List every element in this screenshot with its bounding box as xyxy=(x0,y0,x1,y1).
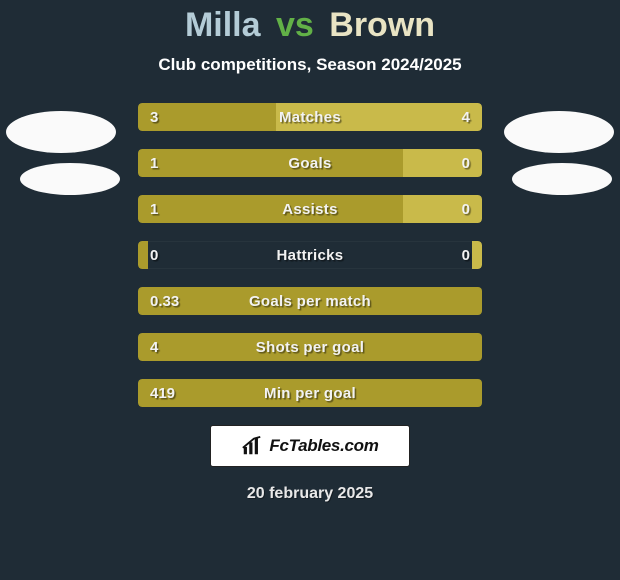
player1-name: Milla xyxy=(185,6,261,44)
stat-label: Goals per match xyxy=(138,287,482,315)
stats-arena: Matches34Goals10Assists10Hattricks00Goal… xyxy=(0,103,620,407)
stat-value-right: 4 xyxy=(462,103,470,131)
stat-bars: Matches34Goals10Assists10Hattricks00Goal… xyxy=(138,103,482,407)
stat-row: Goals per match0.33 xyxy=(138,287,482,315)
stat-value-right: 0 xyxy=(462,195,470,223)
source-badge: FcTables.com xyxy=(210,425,410,467)
comparison-card: Milla vs Brown Club competitions, Season… xyxy=(0,0,620,580)
stat-label: Assists xyxy=(138,195,482,223)
stat-value-left: 4 xyxy=(150,333,158,361)
stat-value-left: 1 xyxy=(150,149,158,177)
stat-label: Goals xyxy=(138,149,482,177)
stat-row: Min per goal419 xyxy=(138,379,482,407)
title: Milla vs Brown xyxy=(0,6,620,45)
stat-row: Assists1 0 xyxy=(138,195,482,223)
stat-row: Hattricks0 0 xyxy=(138,241,482,269)
chart-icon xyxy=(241,435,263,457)
stat-row: Matches3 4 xyxy=(138,103,482,131)
stat-label: Min per goal xyxy=(138,379,482,407)
stat-value-right: 0 xyxy=(462,241,470,269)
stat-value-right: 0 xyxy=(462,149,470,177)
player1-avatar xyxy=(6,111,116,153)
player2-club-avatar xyxy=(512,163,612,195)
source-text: FcTables.com xyxy=(269,436,378,456)
stat-label: Hattricks xyxy=(138,241,482,269)
stat-label: Shots per goal xyxy=(138,333,482,361)
player2-avatar xyxy=(504,111,614,153)
stat-row: Shots per goal4 xyxy=(138,333,482,361)
stat-row: Goals1 0 xyxy=(138,149,482,177)
subtitle: Club competitions, Season 2024/2025 xyxy=(0,55,620,75)
stat-value-left: 3 xyxy=(150,103,158,131)
date-label: 20 february 2025 xyxy=(0,485,620,503)
stat-value-left: 419 xyxy=(150,379,175,407)
stat-label: Matches xyxy=(138,103,482,131)
stat-value-left: 0.33 xyxy=(150,287,179,315)
stat-value-left: 1 xyxy=(150,195,158,223)
vs-label: vs xyxy=(276,6,314,44)
player1-club-avatar xyxy=(20,163,120,195)
player2-name: Brown xyxy=(329,6,435,44)
stat-value-left: 0 xyxy=(150,241,158,269)
